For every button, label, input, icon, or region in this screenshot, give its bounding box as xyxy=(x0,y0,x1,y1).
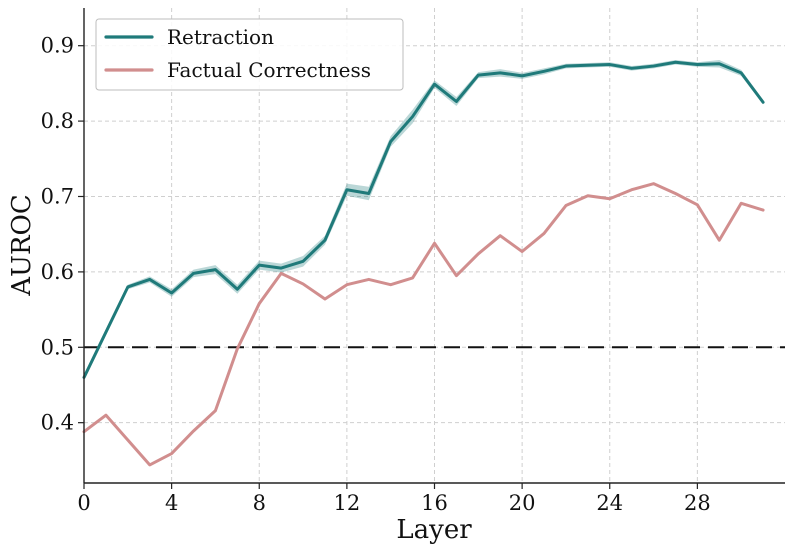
series-lines xyxy=(82,60,765,467)
x-tick-label-20: 20 xyxy=(509,491,536,515)
x-tick-label-28: 28 xyxy=(684,491,711,515)
x-axis-ticks: 0 4 8 12 16 20 24 28 xyxy=(77,483,711,515)
legend-label-factual-correctness: Factual Correctness xyxy=(167,58,371,82)
series-line-retraction xyxy=(82,60,765,379)
y-tick-label-0-9: 0.9 xyxy=(41,34,74,58)
x-tick-label-8: 8 xyxy=(253,491,266,515)
x-tick-label-24: 24 xyxy=(596,491,623,515)
y-axis-title: AUROC xyxy=(7,194,37,296)
series-line-factual-correctness xyxy=(82,182,765,467)
x-axis-title: Layer xyxy=(396,515,472,545)
x-tick-label-4: 4 xyxy=(165,491,178,515)
y-axis-ticks: 0.4 0.5 0.6 0.7 0.8 0.9 xyxy=(41,34,84,435)
y-tick-label-0-6: 0.6 xyxy=(41,260,74,284)
x-tick-label-0: 0 xyxy=(77,491,90,515)
legend-label-retraction: Retraction xyxy=(167,25,274,49)
y-tick-label-0-7: 0.7 xyxy=(41,184,74,208)
x-tick-label-12: 12 xyxy=(334,491,361,515)
band-retraction xyxy=(84,60,764,380)
y-tick-label-0-8: 0.8 xyxy=(41,109,74,133)
y-tick-label-0-5: 0.5 xyxy=(41,335,74,359)
x-tick-label-16: 16 xyxy=(421,491,448,515)
legend-box xyxy=(95,18,404,91)
y-tick-label-0-4: 0.4 xyxy=(41,411,74,435)
legend: Retraction Factual Correctness xyxy=(95,18,404,91)
